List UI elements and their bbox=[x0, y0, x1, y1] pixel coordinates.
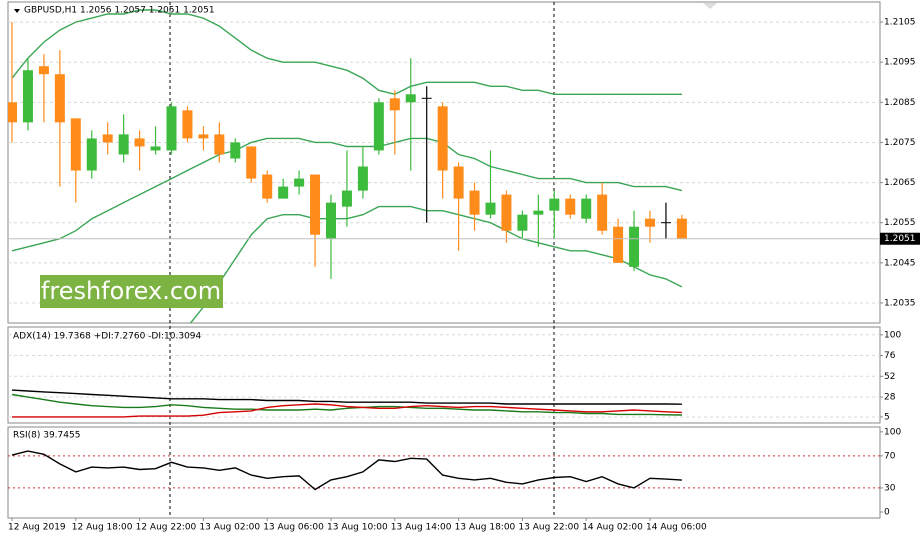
candle-body bbox=[198, 134, 209, 139]
rsi-title: RSI(8) 39.7455 bbox=[13, 431, 80, 441]
candle-body bbox=[150, 146, 161, 151]
adx-panel bbox=[7, 326, 881, 424]
panel-content bbox=[8, 334, 880, 418]
y-tick-label: 52 bbox=[884, 372, 895, 382]
candle-body bbox=[278, 186, 289, 199]
candle-body bbox=[214, 134, 225, 155]
y-tick-label: 28 bbox=[884, 393, 896, 403]
candle-body bbox=[166, 106, 177, 151]
y-tick-label: 100 bbox=[884, 427, 901, 437]
x-tick-label: 13 Aug 06:00 bbox=[263, 523, 324, 533]
price-label: 1.2051 bbox=[884, 234, 916, 244]
candle-body bbox=[405, 94, 416, 103]
y-tick-label: 1.2105 bbox=[884, 18, 916, 28]
candle-body bbox=[70, 118, 81, 171]
candle-body bbox=[294, 178, 305, 187]
candle-body bbox=[102, 134, 113, 143]
panel-content bbox=[8, 450, 880, 491]
x-tick-label: 14 Aug 06:00 bbox=[646, 523, 707, 533]
candle-body bbox=[86, 138, 97, 171]
candle-body bbox=[262, 174, 273, 199]
x-tick-label: 13 Aug 02:00 bbox=[199, 523, 260, 533]
candle-body bbox=[230, 142, 241, 159]
candle-body bbox=[54, 74, 65, 123]
candle-body bbox=[437, 106, 448, 171]
symbol-menu[interactable] bbox=[14, 9, 20, 13]
candle-body bbox=[453, 166, 464, 199]
candle-body bbox=[389, 98, 400, 111]
x-tick-label: 13 Aug 14:00 bbox=[391, 523, 452, 533]
main-panel bbox=[7, 1, 881, 324]
y-tick-label: 1.2085 bbox=[884, 98, 916, 108]
main-title: GBPUSD,H1 1.2056 1.2057 1.2051 1.2051 bbox=[24, 6, 215, 16]
x-tick-label: 12 Aug 18:00 bbox=[72, 523, 133, 533]
candle-body bbox=[22, 70, 33, 123]
candle-body bbox=[549, 198, 560, 211]
adx-title: ADX(14) 19.7368 +DI:7.2760 -DI:10.3094 bbox=[13, 332, 202, 342]
indicator-line bbox=[11, 393, 682, 416]
candle-body bbox=[613, 226, 624, 263]
y-tick-label: 1.2095 bbox=[884, 58, 916, 68]
y-tick-label: 1.2075 bbox=[884, 138, 916, 148]
candle-body bbox=[326, 202, 336, 239]
candle-body bbox=[134, 138, 145, 147]
candle-body bbox=[501, 194, 512, 231]
candle-body bbox=[341, 190, 352, 207]
y-tick-label: 1.2065 bbox=[884, 178, 916, 188]
y-tick-label: 100 bbox=[884, 330, 901, 340]
candle-body bbox=[581, 198, 592, 219]
band-line bbox=[11, 137, 683, 252]
candle-body bbox=[38, 66, 49, 75]
y-tick-label: 1.2055 bbox=[884, 218, 916, 228]
x-tick-label: 12 Aug 22:00 bbox=[136, 523, 197, 533]
y-tick-label: 76 bbox=[884, 351, 896, 361]
shift-marker bbox=[703, 3, 717, 9]
candle-body bbox=[565, 198, 576, 215]
candle-body bbox=[246, 146, 257, 179]
candle-body bbox=[373, 102, 384, 151]
x-tick-label: 13 Aug 10:00 bbox=[327, 523, 388, 533]
candle-body bbox=[645, 218, 655, 227]
indicator-line bbox=[11, 450, 682, 491]
y-tick-label: 30 bbox=[884, 483, 896, 493]
x-tick-label: 13 Aug 22:00 bbox=[518, 523, 579, 533]
price-box bbox=[880, 232, 920, 245]
watermark-box bbox=[40, 275, 223, 308]
candle-body bbox=[597, 194, 608, 231]
candle-body bbox=[8, 102, 17, 123]
y-tick-label: 0 bbox=[884, 507, 890, 517]
candle-body bbox=[469, 190, 480, 215]
candle-body bbox=[517, 214, 528, 231]
y-tick-label: 1.2045 bbox=[884, 258, 916, 268]
y-tick-label: 5 bbox=[884, 412, 890, 422]
candle-body bbox=[357, 166, 368, 191]
x-tick-label: 14 Aug 02:00 bbox=[582, 523, 643, 533]
candle-body bbox=[629, 226, 640, 267]
y-tick-label: 70 bbox=[884, 451, 896, 461]
watermark: freshforex.com bbox=[41, 277, 221, 305]
x-tick-label: 12 Aug 2019 bbox=[8, 523, 66, 533]
candle-body bbox=[310, 174, 321, 235]
indicator-line bbox=[11, 389, 682, 405]
band-line bbox=[11, 9, 682, 96]
rsi-panel bbox=[7, 426, 881, 519]
candle-body bbox=[182, 110, 193, 139]
candle-body bbox=[485, 202, 496, 215]
y-tick-label: 1.2035 bbox=[884, 298, 916, 308]
panel-content bbox=[8, 9, 880, 323]
candle-body bbox=[676, 218, 687, 239]
x-tick-label: 13 Aug 18:00 bbox=[455, 523, 516, 533]
candle-body bbox=[118, 134, 129, 155]
candle-body bbox=[533, 210, 544, 215]
indicator-line bbox=[12, 403, 682, 418]
